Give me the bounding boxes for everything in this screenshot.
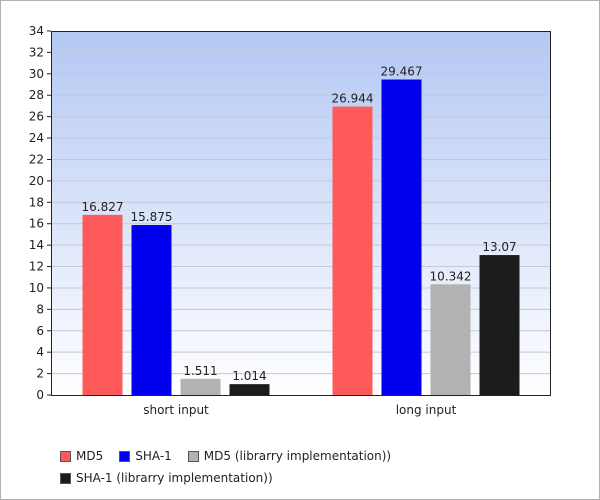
legend: MD5 SHA-1 MD5 (librarry implementation))… [60, 446, 560, 490]
bars: 16.827 15.875 1.511 1.014 26.944 29.467 10.342… [82, 65, 520, 396]
bar [180, 378, 221, 395]
y-tick-label: 4 [36, 345, 44, 359]
x-category-label: long input [396, 403, 457, 417]
y-tick-label: 14 [29, 238, 44, 252]
data-label: 26.944 [332, 92, 374, 106]
plot-border [51, 31, 551, 396]
bar [430, 284, 471, 395]
legend-label: SHA-1 (librarry implementation)) [76, 471, 273, 485]
y-tick-label: 20 [29, 174, 44, 188]
data-label: 10.342 [430, 269, 472, 283]
y-tick-label: 0 [36, 388, 44, 402]
plot-area [51, 31, 551, 395]
data-label: 16.827 [82, 200, 124, 214]
legend-label: SHA-1 [135, 449, 172, 463]
legend-row: SHA-1 (librarry implementation)) [60, 468, 560, 488]
legend-swatch [187, 450, 199, 462]
y-tick-label: 18 [29, 195, 44, 209]
legend-swatch [119, 450, 131, 462]
legend-item-sha1: SHA-1 [119, 449, 172, 463]
legend-swatch [60, 472, 71, 484]
y-tick-label: 30 [29, 67, 44, 81]
y-tick-label: 26 [29, 110, 44, 124]
y-tick-label: 6 [36, 324, 44, 338]
data-label: 1.511 [183, 364, 217, 378]
legend-item-sha1-library: SHA-1 (librarry implementation)) [60, 471, 273, 485]
legend-label: MD5 [76, 449, 104, 463]
bar [82, 214, 123, 395]
bar [131, 225, 172, 395]
y-tick-label: 2 [36, 367, 44, 381]
bar [332, 106, 373, 395]
legend-row: MD5 SHA-1 MD5 (librarry implementation)) [60, 446, 560, 466]
data-label: 1.014 [232, 369, 266, 383]
bar [229, 384, 270, 395]
data-label: 13.07 [482, 240, 516, 254]
data-label: 15.875 [131, 210, 173, 224]
legend-swatch [60, 450, 71, 462]
x-axis: short input long input [143, 403, 456, 417]
x-category-label: short input [143, 403, 209, 417]
legend-item-md5: MD5 [60, 449, 103, 463]
y-tick-label: 24 [29, 131, 44, 145]
legend-label: MD5 (librarry implementation)) [203, 449, 392, 463]
bar [381, 79, 422, 396]
legend-item-md5-library: MD5 (librarry implementation)) [187, 449, 392, 463]
bar [479, 255, 520, 395]
data-label: 29.467 [381, 65, 423, 79]
y-tick-label: 34 [29, 24, 44, 38]
y-tick-label: 32 [29, 45, 44, 59]
y-tick-label: 8 [36, 302, 44, 316]
y-tick-label: 12 [29, 260, 44, 274]
y-tick-label: 10 [29, 281, 44, 295]
y-tick-label: 22 [29, 152, 44, 166]
y-tick-label: 16 [29, 217, 44, 231]
y-tick-label: 28 [29, 88, 44, 102]
